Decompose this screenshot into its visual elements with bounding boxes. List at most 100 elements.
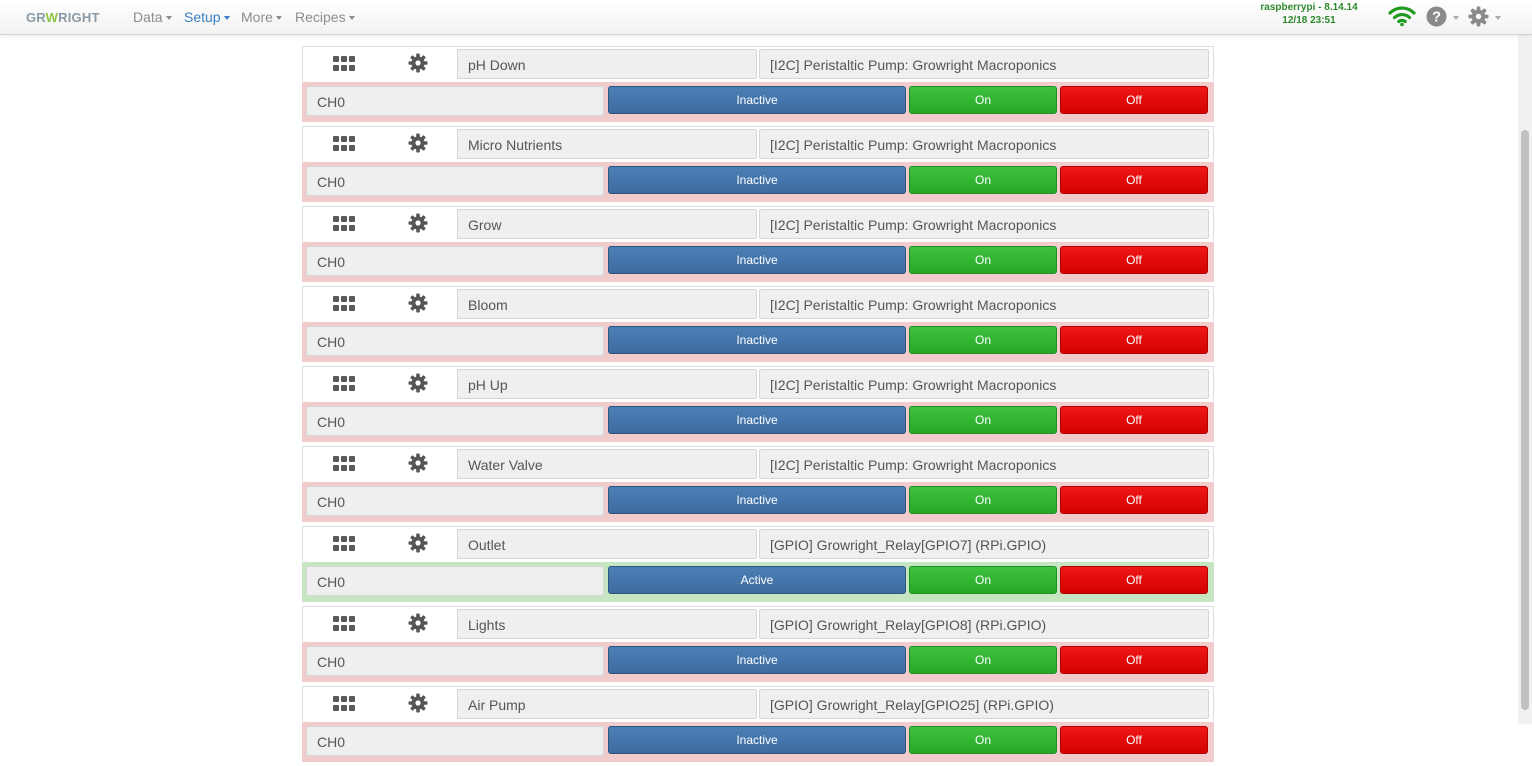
- output-control-row: CH0 Inactive On Off: [302, 322, 1214, 362]
- output-name-field[interactable]: pH Down: [457, 49, 757, 79]
- grip-icon[interactable]: [333, 456, 355, 472]
- output-item: Air Pump [GPIO] Growright_Relay[GPIO25] …: [302, 686, 1214, 766]
- caret-down-icon: [165, 16, 172, 21]
- channel-field: CH0: [306, 486, 604, 516]
- grip-icon[interactable]: [333, 616, 355, 632]
- off-button[interactable]: Off: [1060, 646, 1208, 674]
- cog-icon[interactable]: [408, 693, 428, 718]
- host-datetime: 12/18 23:51: [1282, 15, 1336, 26]
- output-control-row: CH0 Inactive On Off: [302, 722, 1214, 762]
- grip-icon[interactable]: [333, 696, 355, 712]
- state-button[interactable]: Inactive: [608, 726, 906, 754]
- caret-down-icon: [223, 16, 230, 21]
- cog-icon[interactable]: [408, 533, 428, 558]
- output-type-field: [I2C] Peristaltic Pump: Growright Macrop…: [759, 289, 1209, 319]
- off-button[interactable]: Off: [1060, 326, 1208, 354]
- state-button[interactable]: Inactive: [608, 486, 906, 514]
- output-name-field[interactable]: Bloom: [457, 289, 757, 319]
- on-button[interactable]: On: [909, 486, 1057, 514]
- output-header: pH Up [I2C] Peristaltic Pump: Growright …: [302, 366, 1214, 401]
- output-type-field: [I2C] Peristaltic Pump: Growright Macrop…: [759, 49, 1209, 79]
- cog-icon[interactable]: [408, 213, 428, 238]
- grip-icon[interactable]: [333, 136, 355, 152]
- caret-down-icon: [1453, 16, 1459, 20]
- output-header: Outlet [GPIO] Growright_Relay[GPIO7] (RP…: [302, 526, 1214, 561]
- channel-field: CH0: [306, 726, 604, 756]
- output-control-row: CH0 Inactive On Off: [302, 642, 1214, 682]
- cog-icon[interactable]: [408, 453, 428, 478]
- cog-icon[interactable]: [408, 293, 428, 318]
- output-name-field[interactable]: Air Pump: [457, 689, 757, 719]
- on-button[interactable]: On: [909, 326, 1057, 354]
- state-button[interactable]: Inactive: [608, 166, 906, 194]
- host-status[interactable]: raspberrypi - 8.14.14 12/18 23:51: [1250, 1, 1368, 27]
- on-button[interactable]: On: [909, 86, 1057, 114]
- cog-icon[interactable]: [408, 613, 428, 638]
- off-button[interactable]: Off: [1060, 406, 1208, 434]
- on-button[interactable]: On: [909, 166, 1057, 194]
- state-button[interactable]: Inactive: [608, 646, 906, 674]
- channel-field: CH0: [306, 166, 604, 196]
- off-button[interactable]: Off: [1060, 486, 1208, 514]
- nav-menu-setup[interactable]: Setup: [184, 9, 230, 25]
- off-button[interactable]: Off: [1060, 726, 1208, 754]
- gear-icon: [1468, 6, 1489, 27]
- on-button[interactable]: On: [909, 726, 1057, 754]
- cog-icon[interactable]: [408, 53, 428, 78]
- state-button[interactable]: Inactive: [608, 326, 906, 354]
- output-header: Micro Nutrients [I2C] Peristaltic Pump: …: [302, 126, 1214, 161]
- output-control-row: CH0 Inactive On Off: [302, 402, 1214, 442]
- off-button[interactable]: Off: [1060, 86, 1208, 114]
- output-name-field[interactable]: Lights: [457, 609, 757, 639]
- cog-icon[interactable]: [408, 133, 428, 158]
- brand-logo[interactable]: GRWRIGHT: [26, 10, 100, 25]
- help-menu[interactable]: ?: [1426, 6, 1459, 32]
- top-navbar: GRWRIGHT Data Setup More Recipes raspber…: [0, 0, 1532, 35]
- wifi-icon[interactable]: [1388, 5, 1416, 32]
- output-item: Outlet [GPIO] Growright_Relay[GPIO7] (RP…: [302, 526, 1214, 606]
- output-name-field[interactable]: Grow: [457, 209, 757, 239]
- caret-down-icon: [1495, 16, 1501, 20]
- state-button[interactable]: Inactive: [608, 86, 906, 114]
- on-button[interactable]: On: [909, 646, 1057, 674]
- off-button[interactable]: Off: [1060, 166, 1208, 194]
- channel-field: CH0: [306, 326, 604, 356]
- output-item: pH Down [I2C] Peristaltic Pump: Growrigh…: [302, 46, 1214, 126]
- nav-menu-data[interactable]: Data: [133, 9, 172, 25]
- output-list: pH Down [I2C] Peristaltic Pump: Growrigh…: [302, 46, 1214, 766]
- output-item: Bloom [I2C] Peristaltic Pump: Growright …: [302, 286, 1214, 366]
- state-button[interactable]: Inactive: [608, 246, 906, 274]
- on-button[interactable]: On: [909, 406, 1057, 434]
- off-button[interactable]: Off: [1060, 246, 1208, 274]
- on-button[interactable]: On: [909, 246, 1057, 274]
- state-button[interactable]: Inactive: [608, 406, 906, 434]
- output-type-field: [I2C] Peristaltic Pump: Growright Macrop…: [759, 369, 1209, 399]
- scrollbar-thumb[interactable]: [1521, 130, 1529, 710]
- grip-icon[interactable]: [333, 296, 355, 312]
- output-name-field[interactable]: Water Valve: [457, 449, 757, 479]
- svg-text:?: ?: [1432, 10, 1441, 26]
- grip-icon[interactable]: [333, 216, 355, 232]
- grip-icon[interactable]: [333, 56, 355, 72]
- output-control-row: CH0 Inactive On Off: [302, 482, 1214, 522]
- grip-icon[interactable]: [333, 536, 355, 552]
- off-button[interactable]: Off: [1060, 566, 1208, 594]
- output-name-field[interactable]: Micro Nutrients: [457, 129, 757, 159]
- page-scrollbar[interactable]: [1518, 35, 1532, 724]
- output-header: Grow [I2C] Peristaltic Pump: Growright M…: [302, 206, 1214, 241]
- cog-icon[interactable]: [408, 373, 428, 398]
- output-name-field[interactable]: pH Up: [457, 369, 757, 399]
- state-button[interactable]: Active: [608, 566, 906, 594]
- nav-menu-recipes[interactable]: Recipes: [295, 9, 355, 25]
- output-type-field: [GPIO] Growright_Relay[GPIO8] (RPi.GPIO): [759, 609, 1209, 639]
- output-item: Water Valve [I2C] Peristaltic Pump: Grow…: [302, 446, 1214, 526]
- channel-field: CH0: [306, 86, 604, 116]
- output-type-field: [GPIO] Growright_Relay[GPIO25] (RPi.GPIO…: [759, 689, 1209, 719]
- host-name: raspberrypi - 8.14.14: [1260, 2, 1358, 13]
- output-name-field[interactable]: Outlet: [457, 529, 757, 559]
- grip-icon[interactable]: [333, 376, 355, 392]
- output-control-row: CH0 Inactive On Off: [302, 162, 1214, 202]
- on-button[interactable]: On: [909, 566, 1057, 594]
- nav-menu-more[interactable]: More: [241, 9, 282, 25]
- settings-menu[interactable]: [1468, 6, 1501, 32]
